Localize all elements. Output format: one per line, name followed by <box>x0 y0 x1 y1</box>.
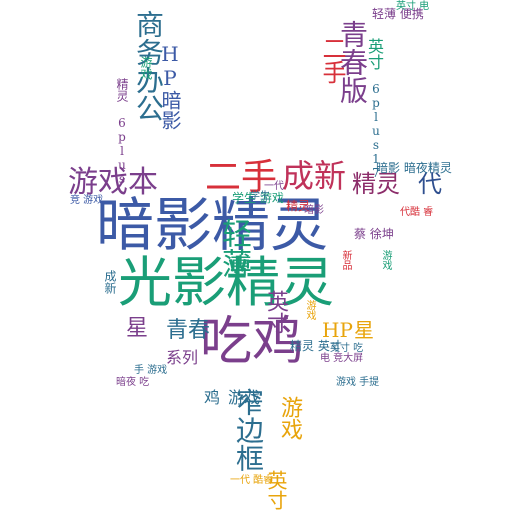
cloud-word: 游戏 <box>228 388 261 407</box>
cloud-word: 青春版 <box>336 20 369 104</box>
cloud-word: 暗影精灵 <box>96 191 329 259</box>
cloud-word: 系列 <box>166 348 199 367</box>
cloud-word: 成新 <box>282 157 347 195</box>
cloud-word: 轻薄 便携 <box>372 7 424 21</box>
cloud-word: 暗影 暗夜精灵 <box>376 161 452 175</box>
cloud-word: 英寸 吃 <box>330 343 364 354</box>
cloud-word: 精灵 <box>286 199 311 213</box>
cloud-word: 商务办公 <box>132 10 165 122</box>
cloud-word: 一代 <box>264 181 284 192</box>
cloud-word: 游戏 <box>304 300 315 320</box>
cloud-word: 电 竞大屏 <box>320 353 364 364</box>
cloud-word: 一代 酷睿 <box>230 475 274 486</box>
cloud-word: 鸡 <box>204 388 221 407</box>
cloud-word: 星 <box>354 318 374 342</box>
cloud-word: 精灵 <box>352 170 400 198</box>
cloud-word: 英寸 电 <box>396 1 430 12</box>
cloud-word: 暗影 <box>304 205 324 216</box>
cloud-word: 游戏本 <box>68 165 158 200</box>
cloud-word: 手 游戏 <box>134 365 168 376</box>
cloud-word: 代酷 睿 <box>400 207 434 218</box>
cloud-word: 6plus17 <box>369 82 383 180</box>
cloud-word: 精灵 6plus <box>115 78 129 186</box>
cloud-word: 星 <box>126 316 149 341</box>
cloud-word: 英寸 <box>264 470 288 510</box>
cloud-word: 游戏 <box>139 56 153 80</box>
cloud-word: 游戏 手提 <box>336 377 380 388</box>
cloud-word: 游戏 <box>380 250 391 270</box>
cloud-word: 轻薄 <box>216 218 251 278</box>
cloud-word: 英寸 <box>263 290 288 334</box>
cloud-word: 二手 <box>205 157 278 198</box>
cloud-word: 学生 <box>250 191 270 202</box>
cloud-word: 英寸 <box>365 38 384 70</box>
cloud-word: 精灵 英寸 <box>290 339 342 353</box>
cloud-word: HP <box>322 318 353 342</box>
cloud-word: 竞 游戏 <box>70 195 104 206</box>
cloud-word: 暗夜 吃 <box>116 377 150 388</box>
cloud-word: 光影精灵 <box>118 251 334 314</box>
cloud-word: 蔡 徐坤 <box>354 227 394 241</box>
cloud-word: 代 <box>418 170 442 198</box>
cloud-word: 二手 <box>318 36 346 84</box>
cloud-word: 青春 <box>166 318 211 343</box>
cloud-word: 新品 <box>340 250 351 270</box>
cloud-word: 吃鸡 <box>200 312 305 372</box>
cloud-word: 游戏 <box>277 396 302 440</box>
cloud-word: 成新 <box>103 270 117 294</box>
cloud-word: 学生 游戏 <box>232 191 284 205</box>
cloud-word: HP暗影 <box>158 42 182 130</box>
cloud-word: 窄边框 <box>232 388 265 472</box>
